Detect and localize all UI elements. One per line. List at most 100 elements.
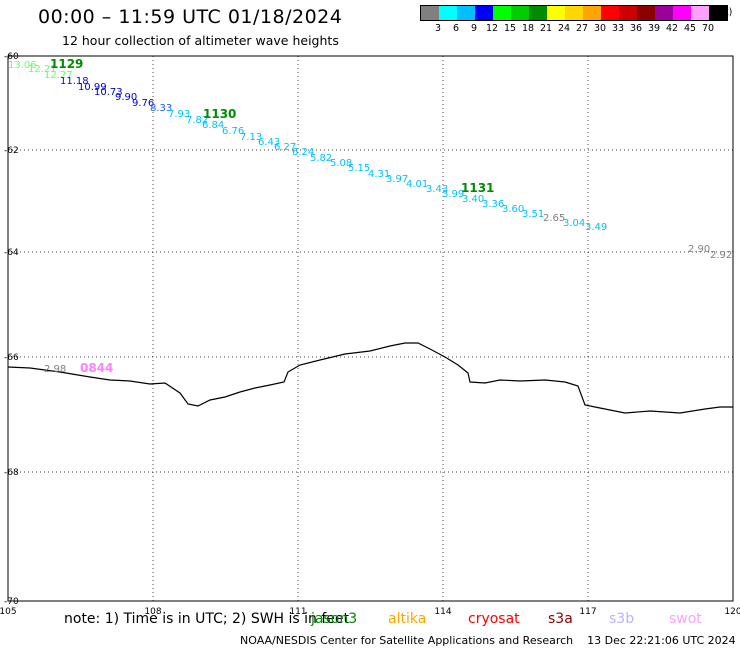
wave-height-label: 5.08 xyxy=(330,158,352,169)
scale-tick-label: 27 xyxy=(575,23,589,34)
scale-swatch xyxy=(565,6,583,20)
scale-tick-label: 24 xyxy=(557,23,571,34)
map-frame xyxy=(7,55,734,602)
scale-tick-label: 9 xyxy=(470,23,478,34)
wave-height-label: 9.76 xyxy=(132,98,154,109)
wave-height-label: 3.99 xyxy=(442,189,464,200)
wave-height-label: 3.36 xyxy=(482,199,504,210)
antarctic-coastline xyxy=(7,342,733,414)
scale-swatch xyxy=(691,6,709,20)
wave-height-label: 5.82 xyxy=(310,153,332,164)
scale-swatch xyxy=(655,6,673,20)
scale-tick-label: 42 xyxy=(665,23,679,34)
map-title: 00:00 – 11:59 UTC 01/18/2024 xyxy=(38,6,343,28)
scale-tick-label: 33 xyxy=(611,23,625,34)
scale-swatch xyxy=(457,6,475,20)
scale-swatch xyxy=(583,6,601,20)
wave-height-label: 3.97 xyxy=(386,174,408,185)
wave-height-label: 12.21 xyxy=(28,64,57,75)
scale-tick-label: 18 xyxy=(521,23,535,34)
wave-height-label: 3.49 xyxy=(585,222,607,233)
wave-height-label: 8.33 xyxy=(150,103,172,114)
wave-height-label: 4.01 xyxy=(406,179,428,190)
legend-s3a: s3a xyxy=(548,611,573,627)
wave-height-label: 3.43 xyxy=(426,184,448,195)
scale-tick-label: 6 xyxy=(452,23,460,34)
footer-credit: NOAA/NESDIS Center for Satellite Applica… xyxy=(240,634,574,647)
wave-height-labels: 13.0612.2112.2711.1810.9910.739.909.768.… xyxy=(8,60,732,375)
map-subtitle: 12 hour collection of altimeter wave hei… xyxy=(62,33,339,48)
scale-swatch xyxy=(421,6,439,20)
scale-swatch xyxy=(493,6,511,20)
scale-swatch xyxy=(637,6,655,20)
wave-height-label: 3.04 xyxy=(563,218,585,229)
scale-swatch xyxy=(529,6,547,20)
scale-swatch xyxy=(475,6,493,20)
scale-swatch xyxy=(673,6,691,20)
latitude-tick-label: -70 xyxy=(4,597,19,607)
wave-height-label: 2.98 xyxy=(44,364,66,375)
pass-time-label: 0844 xyxy=(80,361,113,375)
wave-height-label: 7.13 xyxy=(240,132,262,143)
scale-tick-label: 30 xyxy=(593,23,607,34)
legend-swot: swot xyxy=(669,611,702,627)
wave-height-label: 6.84 xyxy=(202,120,224,131)
wave-height-label: 9.90 xyxy=(115,92,137,103)
wave-height-label: 3.51 xyxy=(522,209,544,220)
longitude-tick-label: 117 xyxy=(579,607,596,617)
wave-height-label: 13.06 xyxy=(8,60,37,71)
longitude-tick-label: 108 xyxy=(144,607,161,617)
pass-time-label: 1129 xyxy=(50,57,83,71)
latitude-tick-label: -66 xyxy=(4,353,19,363)
wave-height-label: 5.15 xyxy=(348,163,370,174)
wave-height-label: 10.99 xyxy=(78,82,107,93)
wave-height-label: 2.90 xyxy=(688,244,710,255)
legend-note: note: 1) Time is in UTC; 2) SWH is in fe… xyxy=(64,611,350,627)
longitude-tick-label: 114 xyxy=(434,607,451,617)
legend-cryosat: cryosat xyxy=(468,611,520,627)
scale-tick-label: 12 xyxy=(485,23,499,34)
scale-tick-label: 39 xyxy=(647,23,661,34)
latitude-tick-label: -68 xyxy=(4,468,19,478)
wave-height-label: 6.24 xyxy=(292,147,314,158)
latitude-tick-label: -64 xyxy=(4,248,19,258)
scale-tick-label: 70 xyxy=(701,23,715,34)
wave-height-label: 7.93 xyxy=(168,109,190,120)
wave-height-label: 6.43 xyxy=(258,137,280,148)
wave-height-label: 11.18 xyxy=(60,76,89,87)
pass-time-label: 1130 xyxy=(203,107,236,121)
color-scale-unit: (ft) xyxy=(718,7,733,18)
wave-height-label: 2.92 xyxy=(710,250,732,261)
scale-swatch xyxy=(547,6,565,20)
color-scale-labels: 3 6 9 12 15 18 21 24 27 30 33 36 39 42 45 70 xyxy=(420,21,728,35)
latitude-tick-label: -62 xyxy=(4,146,19,156)
longitude-tick-label: 120 xyxy=(724,607,740,617)
footer-timestamp: 13 Dec 22:21:06 UTC 2024 xyxy=(587,634,736,647)
legend-altika: altika xyxy=(388,611,427,627)
wave-height-label: 7.82 xyxy=(186,115,208,126)
legend-s3b: s3b xyxy=(609,611,635,627)
wave-height-label: 12.27 xyxy=(44,70,73,81)
scale-tick-label: 15 xyxy=(503,23,517,34)
color-scale: 3 6 9 12 15 18 21 24 27 30 33 36 39 42 45 70 (ft) xyxy=(420,5,732,35)
longitude-tick-label: 111 xyxy=(289,607,306,617)
scale-swatch xyxy=(511,6,529,20)
scale-tick-label: 36 xyxy=(629,23,643,34)
wave-height-label: 10.73 xyxy=(94,87,123,98)
scale-swatch xyxy=(709,6,727,20)
legend-row: note: 1) Time is in UTC; 2) SWH is in fe… xyxy=(0,611,740,631)
lat-lon-grid: 105 108 111 114 117 120 -60 -62 -64 -66 -68 -70 xyxy=(0,52,740,617)
wave-height-label: 6.27 xyxy=(274,142,296,153)
wave-height-label: 2.65 xyxy=(543,213,565,224)
scale-swatch xyxy=(439,6,457,20)
wave-height-label: 4.31 xyxy=(368,169,390,180)
color-scale-bar xyxy=(420,5,728,21)
pass-time-labels: 1129 1130 1131 0844 xyxy=(50,57,494,375)
longitude-tick-label: 105 xyxy=(0,607,17,617)
wave-height-label: 3.60 xyxy=(502,204,524,215)
wave-height-label: 3.40 xyxy=(462,194,484,205)
scale-tick-label: 21 xyxy=(539,23,553,34)
scale-swatch xyxy=(619,6,637,20)
legend-jason3: jason3 xyxy=(311,611,358,627)
